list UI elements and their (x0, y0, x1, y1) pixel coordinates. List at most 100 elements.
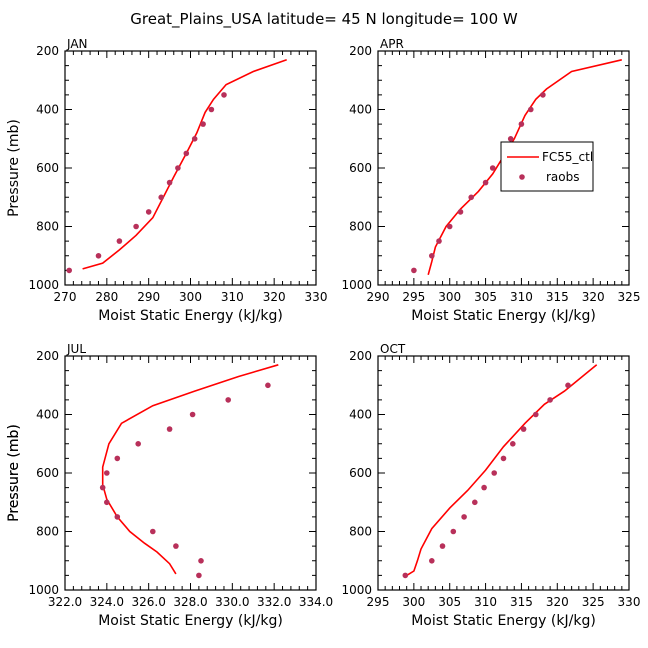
data-point-raobs (446, 223, 453, 230)
x-tick-label: 315 (510, 595, 533, 609)
data-point-raobs (225, 397, 231, 403)
data-point-raobs (528, 106, 534, 113)
data-point-raobs (116, 238, 123, 244)
plot-frame (64, 50, 317, 286)
y-tick-label: 800 (36, 525, 59, 539)
x-tick-label: 295 (367, 595, 390, 609)
data-point-raobs (166, 179, 173, 186)
data-point-raobs (510, 441, 516, 447)
x-tick-label: 310 (221, 290, 244, 304)
data-point-raobs (500, 455, 507, 462)
x-tick-label: 290 (367, 290, 390, 304)
y-tick-label: 600 (349, 161, 372, 175)
y-tick-label: 600 (36, 466, 59, 480)
y-tick-label: 200 (349, 349, 372, 363)
x-axis-label: Moist Static Energy (kJ/kg) (98, 613, 283, 629)
data-point-raobs (450, 528, 457, 535)
y-tick-label: 400 (36, 408, 59, 422)
data-point-raobs (200, 121, 206, 127)
y-tick-label: 1000 (28, 278, 59, 292)
plot-frame (377, 355, 630, 591)
x-tick-label: 325 (582, 595, 605, 609)
data-point-raobs (133, 223, 139, 230)
x-axis-label: Moist Static Energy (kJ/kg) (411, 308, 596, 324)
data-point-raobs (565, 382, 571, 389)
chart-title: Great_Plains_USA latitude= 45 N longitud… (130, 10, 518, 29)
y-tick-label: 800 (349, 220, 372, 234)
x-tick-label: 270 (54, 290, 77, 304)
x-tick-label: 322.0 (48, 595, 82, 609)
x-tick-label: 328.0 (173, 595, 207, 609)
x-tick-label: 315 (546, 290, 569, 304)
panel-jul: JUL 322.0 324.0 326.0 328.0 330.0 332.0 334.0 20… (6, 342, 333, 629)
data-point-raobs (439, 543, 446, 549)
y-tick-label: 600 (349, 466, 372, 480)
x-tick-label: 330.0 (215, 595, 249, 609)
y-tick-label: 1000 (341, 278, 372, 292)
legend-label-obs: raobs (546, 170, 580, 184)
data-point-raobs (114, 455, 121, 462)
x-tick-label: 300 (179, 290, 202, 304)
x-axis-label: Moist Static Energy (kJ/kg) (411, 613, 596, 629)
y-tick-label: 200 (349, 44, 372, 58)
data-point-raobs (196, 572, 202, 579)
data-point-raobs (402, 572, 409, 579)
data-point-raobs (429, 253, 435, 259)
data-point-raobs (135, 441, 141, 447)
series-line-fc55-ctl (406, 364, 598, 577)
data-point-raobs (265, 382, 271, 389)
data-point-raobs (457, 209, 464, 215)
x-tick-label: 295 (402, 290, 425, 304)
y-tick-label: 800 (36, 220, 59, 234)
data-point-raobs (468, 194, 475, 201)
data-point-raobs (540, 92, 546, 98)
x-tick-label: 305 (474, 290, 497, 304)
x-tick-label: 300 (402, 595, 425, 609)
data-point-raobs (507, 136, 514, 142)
data-point-raobs (481, 484, 487, 491)
x-tick-label: 334.0 (299, 595, 333, 609)
data-point-raobs (533, 411, 539, 418)
y-tick-label: 400 (349, 408, 372, 422)
panel-label: JUL (66, 342, 86, 356)
data-point-raobs (489, 165, 496, 171)
data-point-raobs (183, 150, 190, 157)
y-axis-label: Pressure (mb) (6, 424, 22, 522)
x-tick-label: 310 (510, 290, 533, 304)
data-point-raobs (189, 411, 196, 418)
y-axis-label: Pressure (mb) (6, 424, 22, 522)
legend-swatch-point (519, 174, 525, 180)
y-tick-label: 1000 (341, 583, 372, 597)
y-tick-label: 800 (349, 525, 372, 539)
y-tick-label: 400 (349, 103, 372, 117)
data-point-raobs (208, 106, 215, 113)
data-point-raobs (472, 499, 478, 506)
y-tick-label: 200 (36, 44, 59, 58)
data-point-raobs (158, 194, 164, 201)
data-point-raobs (66, 267, 72, 274)
panel-jan: JAN 270 280 290 300 310 320 330 200 400 600 800 1000… (6, 37, 327, 324)
data-point-raobs (221, 92, 227, 98)
data-point-raobs (520, 426, 527, 432)
y-tick-label: 1000 (28, 583, 59, 597)
data-point-raobs (95, 253, 102, 259)
data-point-raobs (411, 267, 417, 274)
x-tick-label: 330 (618, 595, 641, 609)
data-point-raobs (491, 470, 498, 476)
legend-box (500, 141, 594, 192)
data-point-raobs (104, 470, 110, 476)
data-point-raobs (436, 238, 442, 244)
data-point-raobs (429, 558, 435, 564)
x-tick-label: 326.0 (131, 595, 165, 609)
data-point-raobs (150, 528, 156, 535)
data-point-raobs (114, 514, 121, 520)
x-axis-label: Moist Static Energy (kJ/kg) (98, 308, 283, 324)
x-tick-label: 305 (438, 595, 461, 609)
y-tick-label: 400 (36, 103, 59, 117)
x-tick-label: 300 (438, 290, 461, 304)
x-tick-label: 332.0 (257, 595, 291, 609)
panel-apr: APR 290 295 300 305 310 315 320 325 200 400 600 800 1… (341, 37, 640, 324)
panel-oct: OCT 295 300 305 310 315 320 325 330 200 400 600 800 1… (6, 342, 640, 629)
